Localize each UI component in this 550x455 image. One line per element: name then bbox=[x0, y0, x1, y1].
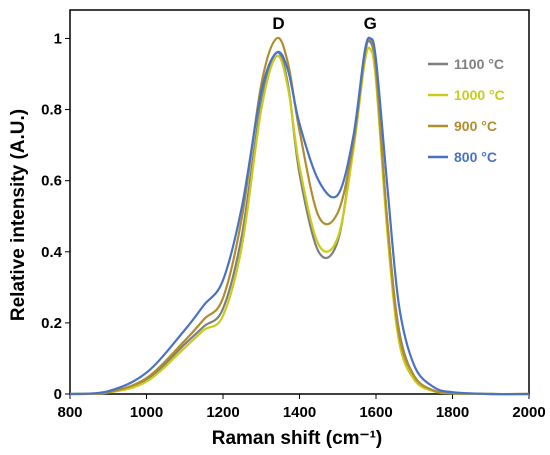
y-tick-label: 0.8 bbox=[41, 102, 62, 119]
legend-label: 900 °C bbox=[454, 118, 497, 134]
x-tick-label: 1400 bbox=[283, 404, 316, 421]
x-tick-label: 800 bbox=[57, 404, 82, 421]
y-tick-label: 0.6 bbox=[41, 173, 62, 190]
legend-label: 800 °C bbox=[454, 149, 497, 165]
peak-label-d: D bbox=[272, 14, 284, 33]
y-tick-label: 1 bbox=[54, 30, 62, 47]
peak-label-g: G bbox=[364, 14, 377, 33]
legend: 1100 °C 1000 °C 900 °C 800 °C bbox=[428, 56, 505, 165]
series-line-3 bbox=[69, 36, 530, 396]
axes: 800 1000 1200 1400 1600 1800 2000 0 0.2 0.4 0.6 0.8… bbox=[41, 9, 546, 421]
x-tick-label: 1800 bbox=[436, 404, 469, 421]
series-line-1 bbox=[69, 46, 530, 396]
y-axis-title: Relative intensity (A.U.) bbox=[8, 109, 29, 321]
x-tick-label: 1200 bbox=[206, 404, 239, 421]
legend-label: 1100 °C bbox=[454, 56, 504, 72]
x-tick-label: 2000 bbox=[512, 404, 545, 421]
x-axis-title: Raman shift (cm⁻¹) bbox=[212, 428, 383, 449]
y-tick-label: 0 bbox=[54, 386, 62, 403]
x-tick-label: 1600 bbox=[359, 404, 392, 421]
y-tick-label: 0.4 bbox=[41, 244, 63, 261]
y-tick-label: 0.2 bbox=[41, 315, 62, 332]
series-line-2 bbox=[69, 36, 530, 396]
x-tick-label: 1000 bbox=[130, 404, 163, 421]
legend-label: 1000 °C bbox=[454, 87, 505, 103]
series-layer bbox=[69, 36, 530, 396]
